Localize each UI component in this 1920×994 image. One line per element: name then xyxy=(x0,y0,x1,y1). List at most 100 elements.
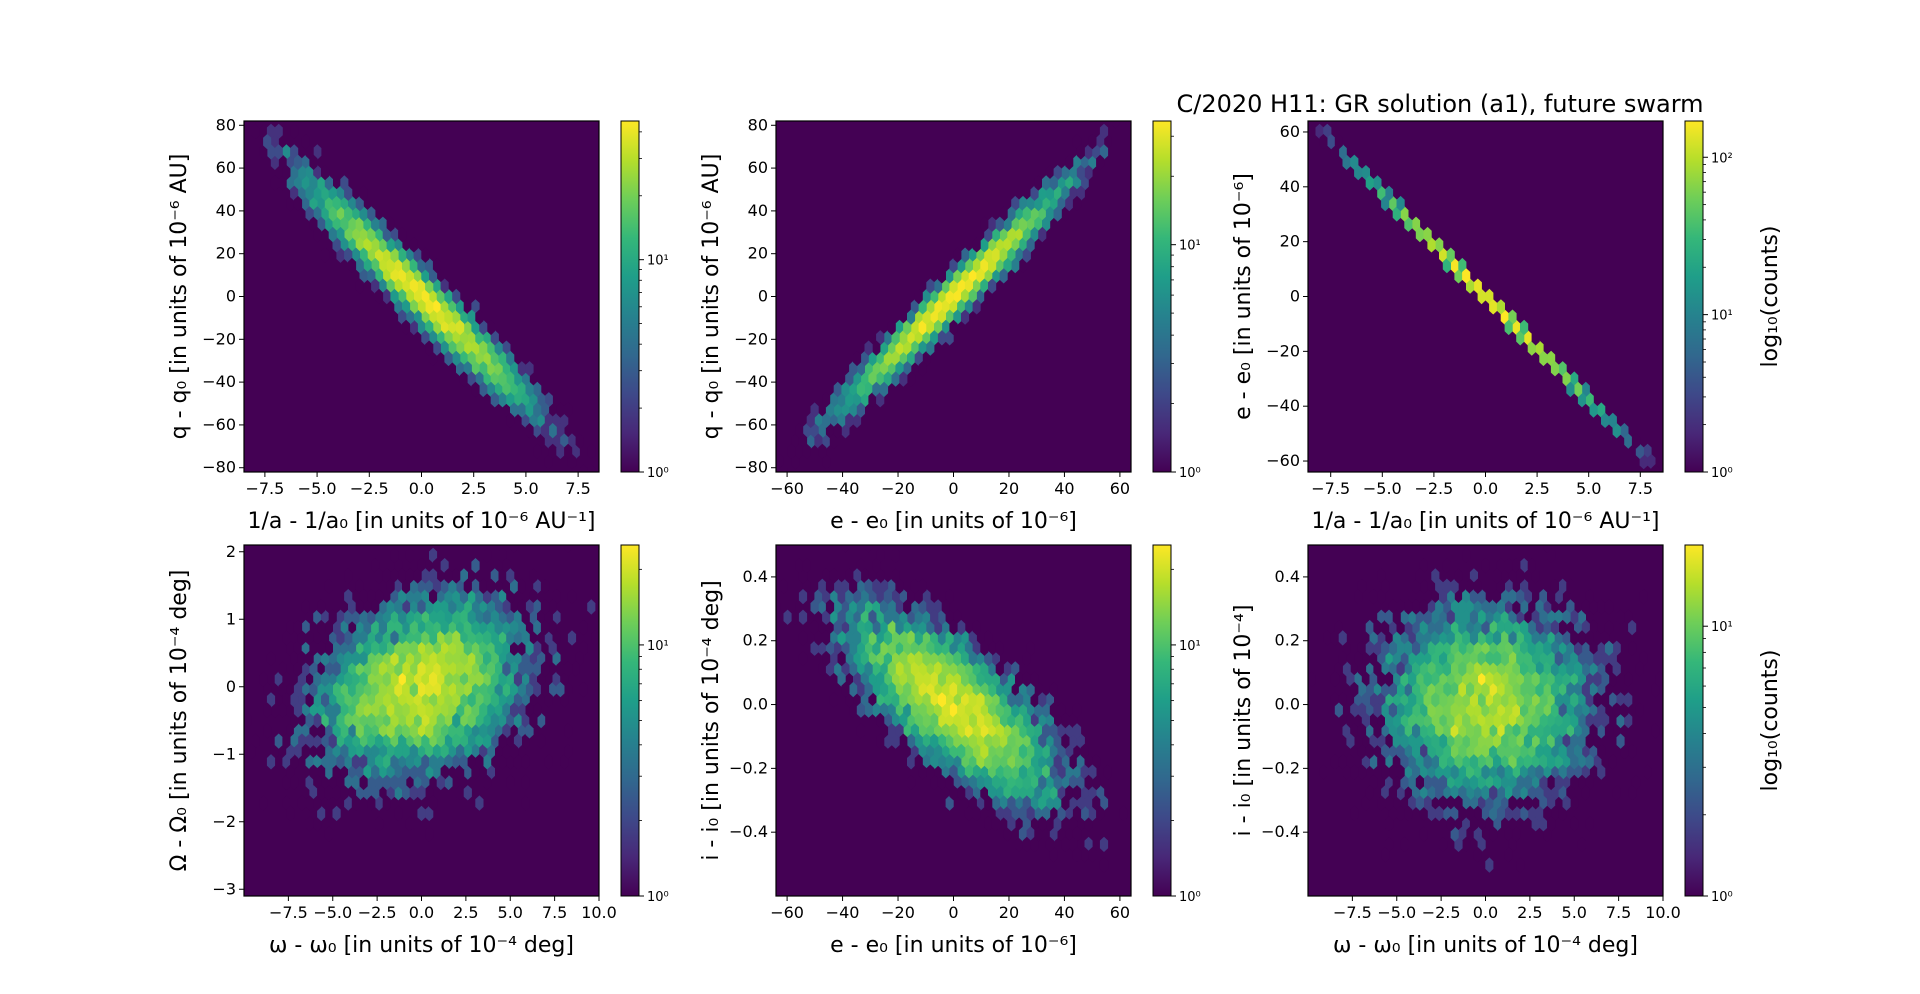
hexbin-cell xyxy=(1057,743,1066,760)
hexbin-cell xyxy=(498,568,507,584)
hexbin-cell xyxy=(914,589,923,605)
hexbin-cell xyxy=(961,754,970,770)
hexbin-cell xyxy=(444,350,453,367)
hexbin-cell xyxy=(1566,764,1575,780)
hexbin-cell xyxy=(991,754,1000,770)
hexbin-cell xyxy=(837,392,846,408)
hexbin-cell xyxy=(371,558,380,574)
hexbin-cell xyxy=(926,702,935,718)
x-tick-label: 20 xyxy=(999,903,1019,922)
hexbin-cell xyxy=(957,661,966,677)
hexbin-cell xyxy=(914,288,923,305)
hexbin-cell xyxy=(255,121,264,129)
hexbin-cell xyxy=(1574,640,1583,656)
hexbin-cell xyxy=(1454,609,1463,625)
hexbin-cell xyxy=(351,630,360,646)
hexbin-cell xyxy=(926,640,935,656)
y-axis-label: q - q₀ [in units of 10⁻⁶ AU] xyxy=(167,154,192,440)
hexbin-cell xyxy=(856,723,865,739)
hexbin-cell xyxy=(332,195,341,212)
hexbin-cell xyxy=(409,785,418,801)
hexbin-cell xyxy=(398,609,407,625)
hexbin-cell xyxy=(567,433,577,449)
hexbin-cell xyxy=(856,361,865,377)
hexbin-cell xyxy=(972,702,981,718)
hexbin-cell xyxy=(355,278,364,294)
hexbin-cell xyxy=(988,764,997,780)
x-tick-label: −2.5 xyxy=(350,479,389,498)
hexbin-cell xyxy=(359,589,368,605)
hexbin-cell xyxy=(1624,692,1633,708)
hexbin-cell xyxy=(432,278,441,294)
hexbin-cell xyxy=(907,733,916,749)
hexbin-cell xyxy=(1489,681,1498,698)
hexbin-cell xyxy=(903,599,912,615)
hexbin-cell xyxy=(398,568,407,584)
hexbin-cell xyxy=(440,702,449,718)
hexbin-cell xyxy=(1381,847,1390,863)
hexbin-cell xyxy=(949,640,958,656)
hexbin-cell xyxy=(910,599,919,615)
hexbin-cell xyxy=(471,361,480,377)
hexbin-cell xyxy=(1099,836,1109,852)
hexbin-cell xyxy=(1612,702,1621,718)
hexbin-cell xyxy=(1034,785,1043,801)
hexbin-cell xyxy=(1099,857,1109,873)
hexbin-cell xyxy=(1454,795,1463,811)
hexbin-cell xyxy=(324,723,333,739)
hexbin-cell xyxy=(328,630,337,646)
hexbin-cell xyxy=(961,712,970,729)
hexbin-cell xyxy=(1385,609,1394,625)
hexbin-cell xyxy=(409,661,418,677)
hexbin-cell xyxy=(822,392,831,408)
hexbin-cell xyxy=(386,681,395,698)
hexbin-cell xyxy=(440,681,449,698)
hexbin-cell xyxy=(876,671,885,687)
hexbin-cell xyxy=(1477,288,1486,305)
hexbin-cell xyxy=(1547,712,1556,729)
hexbin-cell xyxy=(367,671,376,687)
hexbin-cell xyxy=(872,681,881,698)
colorbar-tick-label: 10¹ xyxy=(647,639,669,654)
hexbin-cell xyxy=(1415,226,1424,243)
hexbin-cell xyxy=(1477,795,1486,811)
hexbin-cell xyxy=(1550,578,1559,594)
hexbin-cell xyxy=(556,423,565,439)
hexbin-cell xyxy=(891,733,900,749)
hexbin-cell xyxy=(328,692,337,708)
hexbin-cell xyxy=(425,785,434,801)
hexbin-cell xyxy=(806,412,815,428)
hexbin-cell xyxy=(293,702,303,718)
hexbin-cell xyxy=(984,268,993,284)
hexbin-cell xyxy=(429,268,438,284)
hexbin-cell xyxy=(1007,733,1016,749)
hexbin-cell xyxy=(1076,754,1085,770)
hexbin-cell xyxy=(1038,206,1047,222)
hexbin-cell xyxy=(1496,640,1505,656)
hexbin-cell xyxy=(1034,805,1043,822)
hexbin-cell xyxy=(405,288,414,305)
hexbin-cell xyxy=(995,702,1004,718)
hexbin-cell xyxy=(1527,661,1536,677)
hexbin-cell xyxy=(1469,650,1478,667)
hexbin-cell xyxy=(1042,216,1051,232)
hexbin-cell xyxy=(1404,640,1413,656)
hexbin-cell xyxy=(1485,733,1494,749)
hexbin-cell xyxy=(490,568,499,584)
hexbin-cell xyxy=(309,764,318,780)
hexbin-cell xyxy=(922,671,931,687)
hexbin-cell xyxy=(995,237,1004,253)
hexbin-cell xyxy=(444,754,453,770)
hexbin-cell xyxy=(1018,195,1027,212)
hexbin-cell xyxy=(359,185,368,201)
hexbin-cell xyxy=(1373,702,1382,718)
y-tick-label: −20 xyxy=(734,329,768,348)
hexbin-cell xyxy=(1065,764,1074,780)
hexbin-cell xyxy=(394,681,403,698)
hexbin-cell xyxy=(475,692,484,708)
hexbin-cell xyxy=(818,578,827,594)
hexbin-cell xyxy=(1516,589,1525,605)
hexbin-cell xyxy=(533,619,542,636)
y-axis-label: i - i₀ [in units of 10⁻⁴] xyxy=(1231,605,1256,837)
